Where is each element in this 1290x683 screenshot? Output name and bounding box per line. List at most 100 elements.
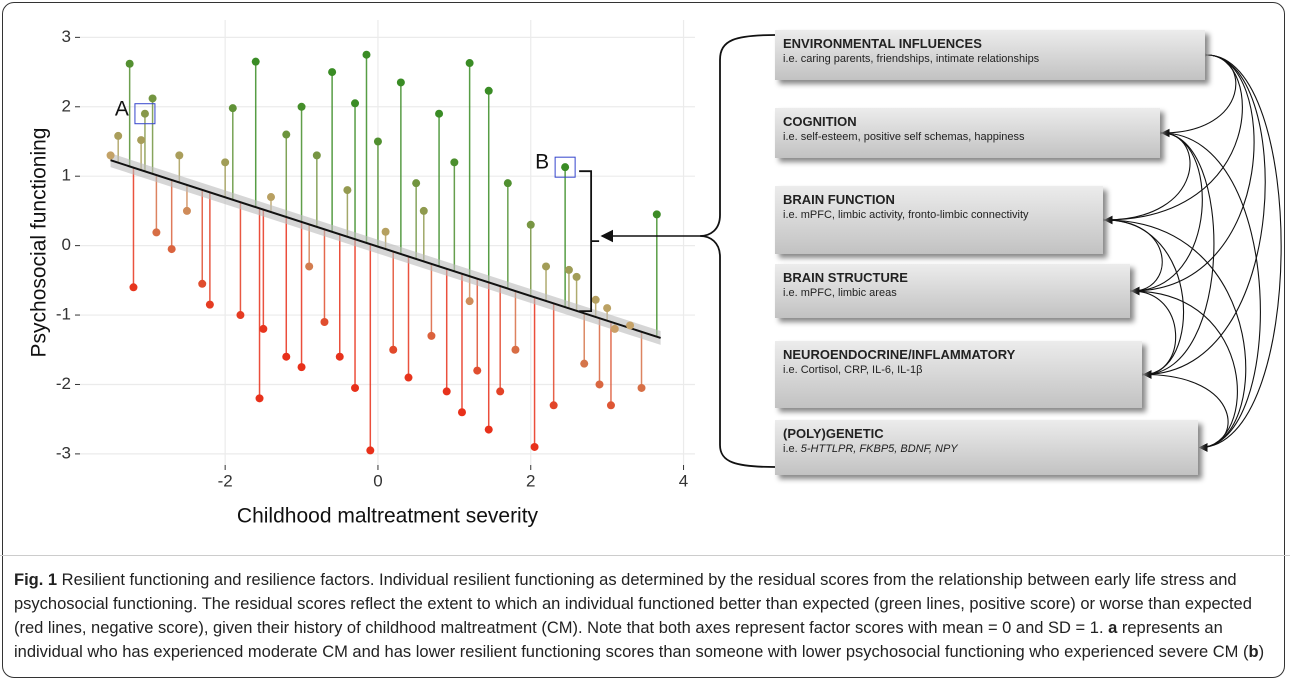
point (305, 262, 314, 271)
factor-title: COGNITION (783, 114, 857, 129)
factor-box: (POLY)GENETIC i.e. 5-HTTLPR, FKBP5, BDNF,… (775, 420, 1198, 475)
factor-detail: i.e. 5-HTTLPR, FKBP5, BDNF, NPY (783, 443, 1190, 455)
point (351, 99, 360, 108)
point (205, 300, 214, 309)
factor-detail: i.e. Cortisol, CRP, IL-6, IL-1β (783, 364, 1134, 376)
point (182, 206, 191, 215)
point (282, 130, 291, 139)
point (465, 59, 474, 68)
caption-text: Fig. 1 (14, 571, 58, 589)
connection-arrow (1198, 50, 1282, 452)
x-tick-label: 2 (526, 471, 535, 490)
point (652, 210, 661, 219)
point (473, 366, 482, 375)
point (114, 131, 123, 140)
highlight-box (134, 103, 156, 125)
y-tick-label: -2 (56, 374, 71, 393)
annotation-label: A (115, 97, 129, 120)
point (603, 304, 612, 313)
point (404, 373, 413, 382)
factor-detail: i.e. caring parents, friendships, intima… (783, 53, 1197, 65)
point (637, 383, 646, 392)
detail-text: i.e. caring parents, friendships, intima… (783, 53, 1040, 65)
detail-text: i.e. Cortisol, CRP, IL-6, IL-1β (783, 364, 923, 376)
point (328, 68, 337, 77)
point (511, 345, 520, 354)
point (564, 265, 573, 274)
caption-text: ) (1258, 643, 1265, 661)
residual-bracket (579, 170, 600, 313)
factor-title: BRAIN STRUCTURE (783, 270, 908, 285)
connection-arrow (1097, 215, 1247, 452)
fit-line (110, 159, 661, 339)
point (106, 151, 115, 160)
caption-text: represents an individual who has experie… (14, 619, 1249, 661)
factor-title: (POLY)GENETIC (783, 426, 884, 441)
x-tick-label: 4 (679, 471, 688, 490)
point (626, 321, 635, 330)
detail-italic: 5-HTTLPR, FKBP5, BDNF, NPY (800, 443, 958, 455)
point (442, 387, 451, 396)
connection-arrow (1136, 370, 1229, 452)
factor-box: NEUROENDOCRINE/INFLAMMATORY i.e. Cortisol… (775, 341, 1142, 408)
connection-arrow (1154, 128, 1261, 452)
point (343, 186, 352, 195)
point (381, 227, 390, 236)
point (465, 297, 474, 306)
detail-text: i.e. mPFC, limbic areas (783, 287, 897, 299)
detail-text: i.e. self-esteem, positive self schemas,… (783, 131, 1025, 143)
factor-detail: i.e. mPFC, limbic activity, fronto-limbi… (783, 209, 1095, 221)
point (198, 279, 207, 288)
x-tick-label: -2 (218, 471, 233, 490)
connection-arrow (1142, 128, 1215, 379)
point (373, 137, 382, 146)
point (419, 206, 428, 215)
point (412, 179, 421, 188)
point (152, 228, 161, 237)
point (580, 359, 589, 368)
point (266, 193, 275, 202)
point (175, 151, 184, 160)
point (427, 331, 436, 340)
point (129, 283, 138, 292)
point (282, 352, 291, 361)
point (125, 59, 134, 68)
factor-box: ENVIRONMENTAL INFLUENCES i.e. caring pare… (775, 30, 1205, 80)
point (457, 408, 466, 417)
point (236, 311, 245, 320)
point (450, 158, 459, 167)
point (549, 401, 558, 410)
point (335, 352, 344, 361)
point (561, 163, 570, 172)
factor-box: BRAIN STRUCTURE i.e. mPFC, limbic areas (775, 264, 1130, 318)
factor-box: COGNITION i.e. self-esteem, positive self… (775, 108, 1160, 158)
point (530, 442, 539, 451)
annotation-label: B (535, 151, 549, 174)
point (484, 425, 493, 434)
point (526, 220, 535, 229)
factor-detail: i.e. mPFC, limbic areas (783, 287, 1122, 299)
connection-arrow (1124, 286, 1238, 452)
point (366, 446, 375, 455)
y-tick-label: 3 (62, 27, 71, 46)
detail-text: i.e. (783, 443, 798, 455)
highlight-box (554, 156, 576, 178)
caption-text: a (1108, 619, 1118, 637)
factor-title: ENVIRONMENTAL INFLUENCES (783, 36, 982, 51)
y-tick-label: 0 (62, 235, 71, 254)
point (221, 158, 230, 167)
x-axis-label: Childhood maltreatment severity (237, 505, 539, 528)
point (362, 50, 371, 59)
point (591, 295, 600, 304)
group-bracket (699, 34, 776, 468)
point (259, 324, 268, 333)
separator (0, 555, 1290, 556)
point (595, 380, 604, 389)
point (312, 151, 321, 160)
point (351, 383, 360, 392)
point (572, 272, 581, 281)
y-tick-label: 1 (62, 166, 71, 185)
